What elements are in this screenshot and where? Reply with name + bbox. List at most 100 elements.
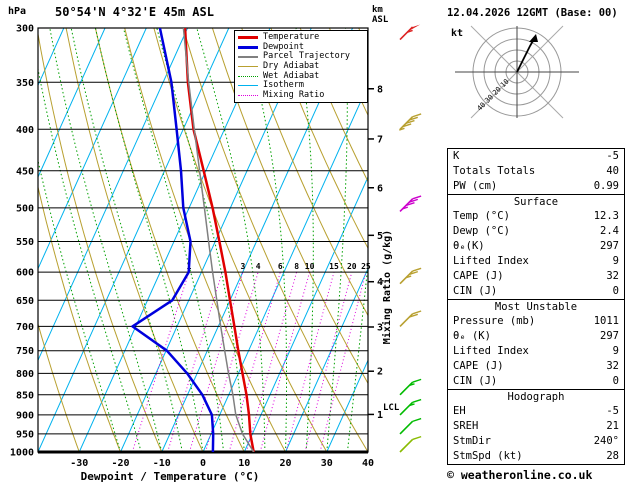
wind-barb-half-tick: [409, 383, 415, 387]
table-row-label: CIN (J): [453, 375, 498, 387]
wind-barb-half-tick: [409, 403, 415, 407]
wind-barb-tick: [412, 267, 422, 272]
table-row-label: Temp (°C): [453, 210, 510, 222]
pressure-tick-label: 700: [16, 322, 34, 333]
wind-barb-tick: [412, 378, 422, 383]
isotherm-line: [38, 28, 189, 362]
wind-barb: [399, 26, 414, 41]
hodograph-trace: [516, 38, 535, 73]
wind-barb-half-tick: [407, 29, 413, 33]
table-row-value: 0.99: [593, 180, 619, 192]
mixing-ratio-value-label: 10: [305, 262, 315, 271]
temperature-curve: [183, 28, 255, 452]
wind-barb: [399, 420, 414, 435]
km-tick-label: 1: [377, 410, 383, 421]
table-row-label: Lifted Index: [453, 255, 529, 267]
wind-barb-tick: [412, 417, 422, 423]
legend-label: Isotherm: [263, 80, 304, 91]
pressure-tick-label: 950: [16, 429, 34, 440]
table-row-label: SREH: [453, 420, 479, 432]
wind-barb-tick: [412, 435, 422, 441]
wet-adiabat-curve: [295, 28, 314, 452]
legend-label: Wet Adiabat: [263, 70, 320, 81]
km-tick-label: 7: [377, 134, 383, 145]
parcel-trajectory-curve: [182, 28, 255, 452]
table-row-label: StmDir: [453, 435, 491, 447]
wind-barb: [399, 438, 414, 453]
table-row: Lifted Index 9: [448, 254, 624, 269]
table-row: Pressure (mb) 1011: [448, 314, 624, 329]
info-table: K -5 Totals Totals 40 PW (cm) 0.99 Surface Temp…: [447, 148, 625, 465]
table-row-label: CIN (J): [453, 285, 498, 297]
pressure-tick-label: 350: [16, 78, 34, 89]
wind-barb-half-tick: [402, 206, 409, 210]
dry-adiabat-curve: [270, 28, 368, 250]
table-row-label: Pressure (mb): [453, 315, 536, 327]
table-row-value: 240°: [593, 435, 619, 447]
x-axis-title: Dewpoint / Temperature (°C): [81, 470, 260, 483]
wind-barb-half-tick: [399, 127, 405, 131]
wind-barb-tick: [405, 202, 415, 207]
wind-barb-half-tick: [405, 275, 412, 279]
table-row-value: 12.3: [593, 210, 619, 222]
table-row-value: 40: [606, 165, 619, 177]
pressure-unit-label: hPa: [8, 6, 26, 17]
legend-swatch: [238, 75, 258, 77]
hodograph-ring-label: 30: [483, 93, 495, 105]
wind-barb-tick: [409, 313, 419, 318]
mixing-ratio-value-label: 3: [241, 262, 246, 271]
legend-swatch: [238, 45, 258, 49]
profiles-group: [131, 28, 255, 452]
table-row-value: 1011: [593, 315, 619, 327]
isotherm-line: [38, 28, 106, 179]
lcl-label: LCL: [383, 403, 400, 413]
legend-item: Mixing Ratio: [238, 90, 364, 101]
legend-label: Dewpoint: [263, 41, 304, 52]
mixing-ratio-value-label: 15: [329, 262, 339, 271]
table-row-label: CAPE (J): [453, 360, 504, 372]
table-row-label: Dewp (°C): [453, 225, 510, 237]
plot-border: [37, 27, 369, 453]
isotherm-line: [38, 28, 230, 452]
legend-label: Dry Adiabat: [263, 61, 320, 72]
temp-tick-label: 0: [200, 458, 206, 469]
mixing-ratio-line: [188, 271, 244, 452]
mixing-ratio-value-label: 20: [347, 262, 357, 271]
legend-item: Parcel Trajectory: [238, 52, 364, 62]
kt-label: kt: [451, 28, 463, 39]
wind-barb-tick: [409, 270, 419, 276]
table-row-value: -5: [606, 150, 619, 162]
table-row-value: 28: [606, 450, 619, 462]
table-section-header: Surface: [448, 194, 624, 209]
wind-barb-tick: [409, 116, 419, 121]
table-row: Totals Totals 40: [448, 164, 624, 179]
table-section-header: Hodograph: [448, 389, 624, 404]
wind-barb-tick: [405, 119, 415, 125]
mixing-ratio-axis-label: Mixing Ratio (g/kg): [381, 230, 393, 344]
wind-barb-tick: [409, 198, 419, 203]
wet-adiabat-curve: [94, 28, 204, 452]
wind-barb-tick: [412, 310, 422, 315]
dry-adiabat-curve: [38, 31, 163, 452]
hodograph-arrowhead: [529, 34, 538, 42]
dewpoint-curve: [131, 28, 215, 452]
wind-barb: [399, 313, 414, 327]
legend: Temperature Dewpoint Parcel Trajectory Dry …: [234, 30, 368, 104]
legend-item: Isotherm: [238, 81, 364, 91]
pressure-tick-label: 300: [16, 24, 34, 35]
mixing-ratio-line: [228, 271, 281, 452]
table-row-label: θₑ(K): [453, 240, 485, 252]
hodograph-ring-label: 40: [476, 101, 488, 113]
pressure-tick-label: 650: [16, 296, 34, 307]
wet-adiabat-curve: [123, 28, 225, 452]
table-row-value: 32: [606, 360, 619, 372]
table-row: θₑ (K) 297: [448, 329, 624, 344]
table-row-label: EH: [453, 405, 466, 417]
km-tick-label: 5: [377, 231, 383, 242]
legend-item: Dewpoint: [238, 41, 364, 53]
dry-adiabat-curve: [358, 28, 368, 51]
km-tick-label: 3: [377, 322, 383, 333]
table-row: Temp (°C) 12.3: [448, 209, 624, 224]
pressure-tick-label: 600: [16, 268, 34, 279]
isotherm-line: [285, 267, 368, 452]
